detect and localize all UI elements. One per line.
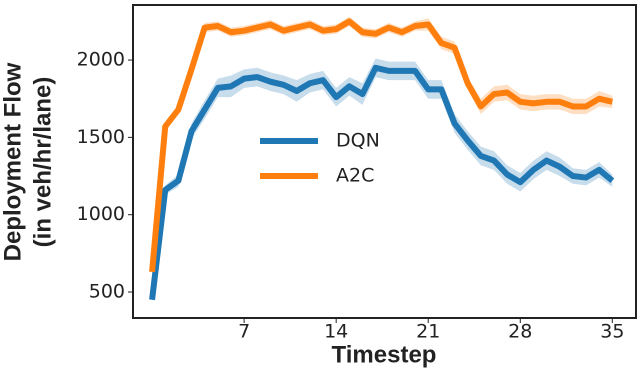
legend-label: DQN [336, 130, 380, 152]
y-tick-label: 2000 [77, 49, 125, 71]
x-tick-label: 35 [600, 321, 624, 343]
y-tick-label: 1000 [77, 203, 125, 225]
x-tick-label: 28 [508, 321, 532, 343]
x-tick-label: 14 [324, 321, 348, 343]
x-axis-title: Timestep [332, 341, 437, 368]
y-axis-title: Deployment Flow (in veh/hr/lane) [0, 62, 56, 261]
y-tick-label: 500 [89, 281, 125, 303]
error-band [152, 16, 613, 276]
y-axis-title-line: Deployment Flow [0, 62, 26, 261]
x-tick-label: 7 [238, 321, 250, 343]
y-tick-label: 1500 [77, 126, 125, 148]
line [149, 18, 614, 273]
legend-label: A2C [336, 165, 374, 187]
line [149, 64, 615, 301]
plot-frame [132, 4, 637, 319]
x-tick-label: 21 [416, 321, 440, 343]
y-axis-title-line: (in veh/hr/lane) [29, 77, 56, 248]
